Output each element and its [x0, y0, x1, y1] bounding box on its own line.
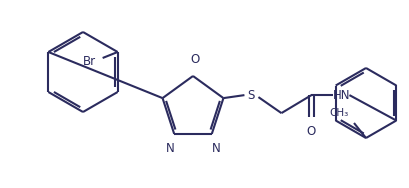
Text: N: N	[211, 142, 220, 155]
Text: N: N	[166, 142, 175, 155]
Text: Br: Br	[83, 55, 96, 68]
Text: CH₃: CH₃	[330, 108, 349, 118]
Text: HN: HN	[333, 89, 350, 102]
Text: O: O	[190, 53, 200, 66]
Text: O: O	[307, 125, 316, 138]
Text: S: S	[248, 89, 255, 102]
